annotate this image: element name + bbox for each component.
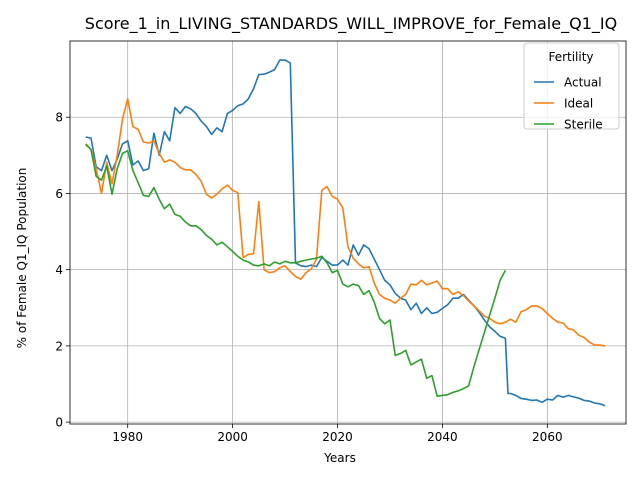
x-tick-label: 2040 — [427, 430, 458, 444]
legend-title: Fertility — [548, 50, 593, 64]
chart-title: Score_1_in_LIVING_STANDARDS_WILL_IMPROVE… — [85, 14, 617, 34]
series-line-ideal — [85, 98, 606, 347]
y-axis-ticks: 0 2 4 6 8 — [55, 111, 70, 430]
y-tick-label: 8 — [55, 111, 63, 125]
y-tick-label: 4 — [55, 263, 63, 277]
legend-label-sterile: Sterile — [564, 118, 603, 132]
legend-label-actual: Actual — [564, 76, 602, 90]
x-tick-label: 2060 — [532, 430, 563, 444]
y-tick-label: 6 — [55, 187, 63, 201]
y-tick-label: 2 — [55, 339, 63, 353]
x-tick-label: 1980 — [112, 430, 143, 444]
y-tick-label: 0 — [55, 416, 63, 430]
y-axis-label: % of Female Q1_IQ Population — [15, 168, 29, 349]
x-tick-label: 2020 — [322, 430, 353, 444]
legend-box — [523, 42, 620, 130]
x-axis-ticks: 1980 2000 2020 2040 2060 — [112, 424, 563, 444]
series-line-sterile — [85, 143, 507, 397]
plot-frame — [69, 40, 627, 425]
x-tick-label: 2000 — [217, 430, 248, 444]
series-lines — [85, 59, 606, 407]
legend: Fertility Actual Ideal Sterile — [523, 42, 620, 132]
x-axis-label: Years — [323, 451, 356, 465]
legend-label-ideal: Ideal — [564, 97, 593, 111]
series-line-actual — [85, 59, 606, 407]
